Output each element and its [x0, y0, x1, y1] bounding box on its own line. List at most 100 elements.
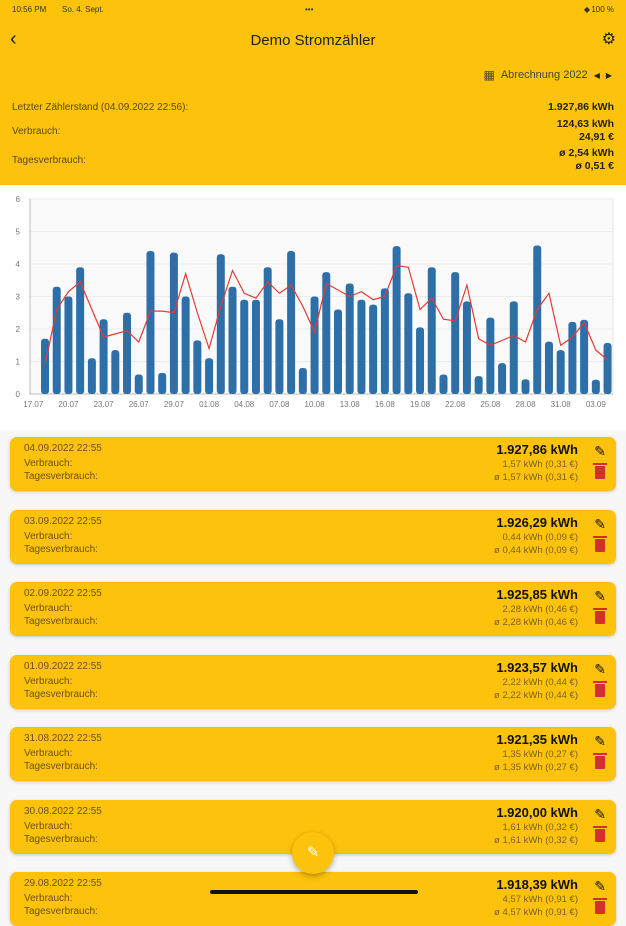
entry-reading: 1.918,39 kWh [496, 877, 578, 892]
last-reading-label: Letzter Zählerstand (04.09.2022 22:56): [12, 102, 189, 113]
reading-entry[interactable]: 03.09.2022 22:55 Verbrauch: Tagesverbrau… [10, 509, 616, 564]
x-tick-label: 01.08 [199, 400, 220, 409]
delete-trash-icon[interactable] [593, 825, 607, 842]
delete-trash-icon[interactable] [593, 898, 607, 914]
edit-pencil-icon[interactable]: ✎ [594, 733, 606, 749]
x-tick-label: 20.07 [58, 400, 79, 409]
edit-pencil-icon[interactable]: ✎ [594, 443, 606, 459]
daily-kwh: ø 2,54 kWh [559, 147, 614, 159]
edit-pencil-icon[interactable]: ✎ [594, 515, 606, 532]
calendar-icon: ▦ [483, 68, 495, 82]
x-tick-label: 16.08 [375, 400, 396, 409]
bar [146, 251, 155, 394]
y-tick-label: 1 [16, 358, 21, 367]
entry-reading: 1.921,35 kWh [496, 732, 578, 747]
bar [521, 379, 530, 394]
bar [181, 296, 190, 394]
y-tick-label: 3 [16, 293, 21, 302]
bar [216, 254, 225, 394]
entry-daily: ø 1,57 kWh (0,31 €) [494, 472, 578, 483]
bar [87, 358, 96, 394]
chart-svg: 0 1 2 3 4 5 6 17.07 20.07 23.07 26.07 29.07 01.08 04.… [16, 195, 614, 409]
multitask-dots: ••• [305, 5, 314, 14]
reading-entry[interactable]: 31.08.2022 22:55 Verbrauch: Tagesverbrau… [10, 727, 616, 781]
entry-date: 29.08.2022 22:55 [24, 878, 102, 889]
x-tick-label: 31.08 [551, 400, 572, 409]
bar [228, 286, 237, 394]
entry-consumption: 1,35 kWh (0,27 €) [502, 749, 578, 760]
x-tick-label: 23.07 [94, 400, 115, 409]
settings-gear-icon[interactable]: ⚙ [601, 31, 616, 48]
last-reading-value: 1.927,86 kWh [548, 101, 614, 113]
entry-daily: ø 1,35 kWh (0,27 €) [494, 762, 578, 773]
bar [193, 340, 202, 394]
entry-daily: ø 0,44 kWh (0,09 €) [494, 544, 578, 556]
x-tick-label: 29.07 [164, 400, 185, 409]
bar [263, 267, 272, 394]
bar [544, 341, 553, 394]
period-label[interactable]: Abrechnung 2022 [500, 69, 588, 81]
entry-reading: 1.927,86 kWh [496, 442, 578, 457]
status-date: So. 4. Sept. [62, 5, 104, 14]
consumption-label: Verbrauch: [12, 126, 61, 137]
y-tick-label: 5 [16, 228, 21, 237]
entry-daily: ø 1,61 kWh (0,32 €) [494, 834, 578, 846]
app-header: 10:56 PM So. 4. Sept. ••• ◆ 100 % ‹ Demo… [0, 0, 626, 185]
edit-pencil-icon[interactable]: ✎ [594, 588, 606, 604]
prev-period-button[interactable]: ◀ [593, 70, 600, 80]
x-tick-label: 25.08 [480, 400, 501, 409]
bar [357, 299, 366, 394]
entry-consumption: 1,57 kWh (0,31 €) [502, 459, 578, 470]
reading-entry[interactable]: 01.09.2022 22:55 Verbrauch: Tagesverbrau… [10, 654, 616, 709]
delete-trash-icon[interactable] [593, 753, 607, 769]
daily-label: Tagesverbrauch: [12, 155, 86, 166]
x-tick-label: 10.08 [305, 400, 326, 409]
bar [533, 245, 542, 394]
delete-trash-icon[interactable] [593, 535, 607, 552]
entry-date: 31.08.2022 22:55 [24, 733, 102, 744]
x-tick-label: 22.08 [445, 400, 466, 409]
reading-entry[interactable]: 29.08.2022 22:55 Verbrauch: Tagesverbrau… [10, 872, 616, 926]
delete-trash-icon[interactable] [593, 463, 607, 479]
x-tick-label: 04.08 [234, 400, 255, 409]
entry-consumption-label: Verbrauch: [24, 458, 73, 469]
edit-pencil-icon[interactable]: ✎ [594, 805, 606, 822]
entry-daily-label: Tagesverbrauch: [24, 471, 98, 482]
bar [64, 296, 73, 394]
bar [498, 363, 507, 394]
entry-date: 03.09.2022 22:55 [24, 515, 102, 527]
bar [380, 288, 389, 394]
y-tick-label: 4 [16, 260, 21, 269]
delete-trash-icon[interactable] [593, 608, 607, 624]
y-tick-label: 2 [16, 325, 21, 334]
edit-note-icon: ✎ [306, 844, 320, 861]
delete-trash-icon[interactable] [593, 680, 607, 697]
bar [580, 319, 589, 394]
bar [123, 312, 132, 394]
add-reading-fab[interactable]: ✎ [292, 832, 334, 874]
bar [568, 321, 577, 394]
consumption-kwh: 124,63 kWh [556, 118, 614, 130]
next-period-button[interactable]: ▶ [605, 70, 612, 80]
entry-daily-label: Tagesverbrauch: [24, 833, 98, 845]
entry-daily: ø 2,28 kWh (0,46 €) [494, 617, 578, 628]
entry-daily-label: Tagesverbrauch: [24, 688, 98, 700]
bar [287, 251, 296, 394]
x-tick-label: 13.08 [340, 400, 361, 409]
edit-pencil-icon[interactable]: ✎ [594, 660, 606, 677]
bar [205, 358, 214, 394]
period-selector[interactable]: ▦ Abrechnung 2022 ◀ ▶ [483, 68, 612, 82]
bar [509, 301, 518, 394]
bar [486, 317, 495, 394]
back-button[interactable]: ‹ [10, 28, 17, 50]
reading-entry[interactable]: 02.09.2022 22:55 Verbrauch: Tagesverbrau… [10, 582, 616, 636]
home-indicator[interactable] [210, 890, 418, 894]
daily-eur: ø 0,51 € [575, 160, 614, 172]
bar [369, 304, 378, 394]
bar [451, 272, 460, 394]
bar [275, 319, 284, 394]
entry-daily-label: Tagesverbrauch: [24, 543, 98, 555]
reading-entry[interactable]: 04.09.2022 22:55 Verbrauch: Tagesverbrau… [10, 437, 616, 491]
edit-pencil-icon[interactable]: ✎ [594, 878, 606, 894]
entry-consumption-label: Verbrauch: [24, 675, 73, 687]
